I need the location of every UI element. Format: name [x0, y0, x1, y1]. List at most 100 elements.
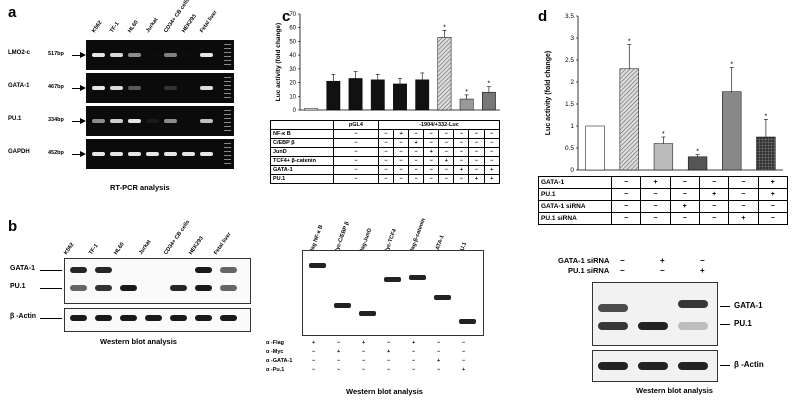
lane-label: HL60 [113, 241, 126, 256]
lane-label: K562 [63, 241, 76, 256]
blot-band [309, 263, 326, 268]
table-cell: + [698, 188, 730, 201]
table-cell: − [333, 138, 379, 148]
blot-band [678, 362, 708, 370]
table-cell: − [333, 165, 379, 175]
gel-band [92, 53, 105, 57]
lane-label: Jurkat [138, 239, 153, 256]
antibody-label: α -Myc [266, 349, 284, 355]
gene-label: GAPDH [8, 149, 30, 155]
arrow-head-icon [80, 118, 86, 124]
panel-c-blot [302, 250, 484, 336]
arrow-line [72, 154, 84, 155]
y-tick-label: 70 [289, 12, 296, 18]
significance-star: * [696, 149, 699, 156]
table-cell: − [728, 188, 759, 201]
gel-band [200, 86, 213, 90]
antibody-cell: − [412, 349, 416, 355]
significance-star: * [765, 113, 768, 120]
row-label: TCF4+ β-catenin [270, 156, 334, 166]
blot-band [598, 304, 628, 312]
table-cell: − [669, 212, 700, 225]
ladder [224, 110, 231, 132]
arrow-line [72, 121, 84, 122]
significance-star: * [488, 81, 491, 88]
panel-c-caption: Western blot analysis [346, 387, 423, 396]
table-cell: − [377, 147, 395, 157]
condition-table: pGL4 -1904/+332-Luc NF-κ B − − + − − − − − − C/EBP β… [270, 120, 501, 184]
bar [756, 136, 776, 171]
row-label: PU.1 siRNA [538, 212, 612, 225]
panel-d-chart: 0 0.5 1 1.5 2 2.5 3 3.5 Luc activity (fold chang… [545, 13, 783, 174]
y-tick-label: 1 [570, 123, 574, 130]
table-cell: + [468, 174, 485, 184]
panel-a-lane-labels: K562 TF-1 HL60 Jurkat CD34+ CB cells HEK293 Fe… [90, 0, 230, 40]
panel-a-gel: LMO2-c 517bp GATA-1 467bp PU.1 334bp GAPDH 452b… [8, 40, 238, 180]
gel-band [182, 152, 195, 156]
table-cell: − [483, 129, 501, 139]
table-cell: − [483, 147, 501, 157]
y-tick-label: 2 [570, 79, 574, 86]
lane-label: TF-1 [109, 21, 121, 34]
table-cell: − [423, 156, 440, 166]
table-cell: + [483, 174, 501, 184]
table-cell: − [468, 165, 485, 175]
bar [585, 125, 605, 171]
table-cell: − [757, 212, 789, 225]
table-cell: + [640, 176, 671, 189]
gel-band [146, 119, 159, 123]
table-cell: + [483, 165, 501, 175]
gel-band [128, 86, 141, 90]
antibody-cell: + [412, 340, 416, 346]
table-cell: − [698, 212, 730, 225]
bar [687, 156, 708, 171]
condition-label: GATA-1 siRNA [558, 256, 610, 265]
table-cell: − [698, 200, 730, 213]
y-tick-label: 0 [570, 167, 574, 174]
table-cell: − [408, 174, 425, 184]
ladder [224, 44, 231, 66]
table-cell: − [453, 129, 470, 139]
antibody-cell: − [462, 349, 466, 355]
antibody-cell: − [337, 367, 341, 373]
table-cell: − [377, 138, 395, 148]
blot-band [95, 285, 112, 291]
panel-a-label: a [8, 4, 17, 21]
antibody-label: α -Flag [266, 340, 285, 346]
antibody-cell: − [437, 367, 441, 373]
gel-band [128, 152, 141, 156]
row-label: PU.1 [270, 174, 334, 184]
condition-table: GATA-1− + − − − + PU.1− − − + − + GATA-1 siRNA − − + − − −… [538, 176, 789, 225]
table-row: GATA-1− + − − − + [538, 176, 789, 189]
label-line [720, 365, 730, 366]
blot-band [70, 315, 87, 321]
table-row: PU.1− − − + − + [538, 188, 789, 201]
gel-band [164, 152, 177, 156]
gel-band [164, 53, 177, 57]
table-cell: − [640, 212, 671, 225]
antibody-cell: − [337, 340, 341, 346]
gel-strip [86, 73, 234, 103]
gel-band [146, 152, 159, 156]
table-cell: + [757, 188, 789, 201]
table-cell: − [377, 129, 395, 139]
panel-d-blot-conditions: GATA-1 siRNA − + − PU.1 siRNA − − + [548, 256, 748, 284]
condition-cell: + [660, 256, 665, 265]
blot-band [220, 315, 237, 321]
label-line [40, 270, 62, 271]
antibody-cell: − [387, 340, 391, 346]
label-line [40, 288, 62, 289]
blot-band [409, 275, 426, 280]
band-size-label: 334bp [48, 117, 64, 123]
gel-band [200, 119, 213, 123]
antibody-cell: − [312, 367, 316, 373]
gene-label: LMO2-c [8, 50, 31, 56]
blot-band [678, 322, 708, 330]
band-label: GATA-1 [734, 301, 763, 310]
condition-cell: − [620, 266, 625, 275]
gel-band [164, 86, 177, 90]
table-cell: − [408, 147, 425, 157]
gel-band [110, 119, 123, 123]
panel-c-label: c [282, 8, 291, 25]
table-cell: − [669, 176, 700, 189]
